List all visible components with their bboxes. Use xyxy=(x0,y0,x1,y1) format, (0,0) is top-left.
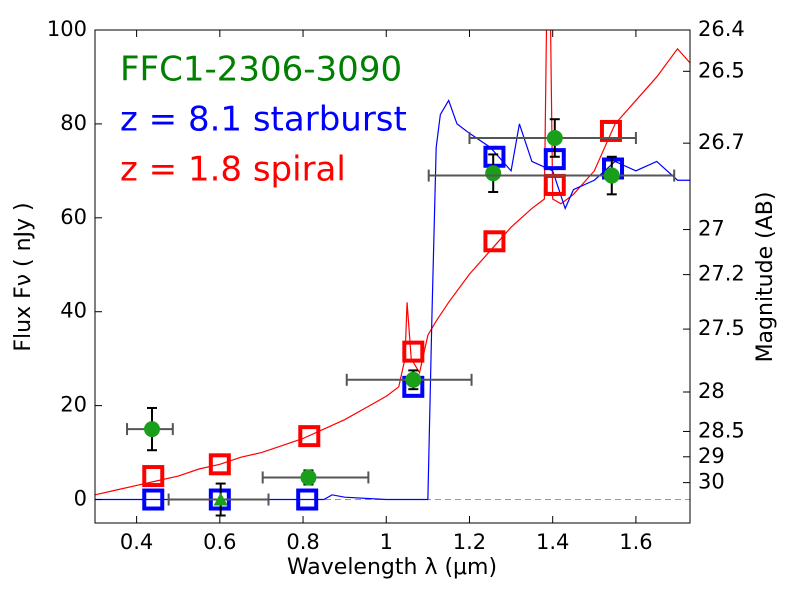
model-square xyxy=(296,488,319,511)
x-tick-label: 1.4 xyxy=(536,530,569,554)
y-tick-label: 40 xyxy=(60,299,87,323)
y2-tick-label: 26.5 xyxy=(698,58,745,82)
x-tick-label: 1 xyxy=(380,530,393,554)
y2-tick-label: 30 xyxy=(698,470,725,494)
model-square xyxy=(483,145,506,168)
x-tick-label: 0.8 xyxy=(286,530,319,554)
x-tick-label: 1.6 xyxy=(619,530,652,554)
model-square xyxy=(402,340,425,363)
y-tick-label: 100 xyxy=(47,17,87,41)
model-square xyxy=(599,119,622,142)
annotation: z = 1.8 spiral xyxy=(120,150,346,190)
y2-tick-label: 28.5 xyxy=(698,418,745,442)
y-tick-label: 60 xyxy=(60,205,87,229)
x-axis-label: Wavelength λ (μm) xyxy=(287,555,497,580)
y-tick-label: 80 xyxy=(60,111,87,135)
observed-point xyxy=(546,129,563,146)
observed-point xyxy=(603,167,620,184)
annotation: FFC1-2306-3090 xyxy=(120,50,402,90)
observed-point xyxy=(405,371,422,388)
observed-point xyxy=(213,492,228,506)
y2-axis-label: Magnitude (AB) xyxy=(753,192,778,363)
y2-tick-label: 27.2 xyxy=(698,262,745,286)
y2-tick-label: 26.7 xyxy=(698,130,745,154)
y-axis-label: Flux Fν ( nJy ) xyxy=(11,202,36,351)
model-square xyxy=(142,488,165,511)
annotation: z = 8.1 starburst xyxy=(120,100,407,140)
observed-point xyxy=(300,469,317,486)
model-square xyxy=(142,465,165,488)
plot-frame xyxy=(94,29,691,524)
x-tick-label: 0.4 xyxy=(120,530,153,554)
y2-tick-label: 27.5 xyxy=(698,316,745,340)
model-square xyxy=(208,453,231,476)
model-square xyxy=(483,230,506,253)
y2-tick-label: 28 xyxy=(698,379,725,403)
plot xyxy=(95,30,690,517)
y2-tick-label: 27 xyxy=(698,217,725,241)
observed-point xyxy=(485,165,502,182)
x-tick-label: 1.2 xyxy=(453,530,486,554)
y-tick-label: 0 xyxy=(74,487,87,511)
x-tick-label: 0.6 xyxy=(203,530,236,554)
observed-point xyxy=(144,421,161,438)
y-tick-label: 20 xyxy=(60,393,87,417)
y2-tick-label: 26.4 xyxy=(698,17,745,41)
model-square xyxy=(298,425,321,448)
y2-tick-label: 29 xyxy=(698,444,725,468)
